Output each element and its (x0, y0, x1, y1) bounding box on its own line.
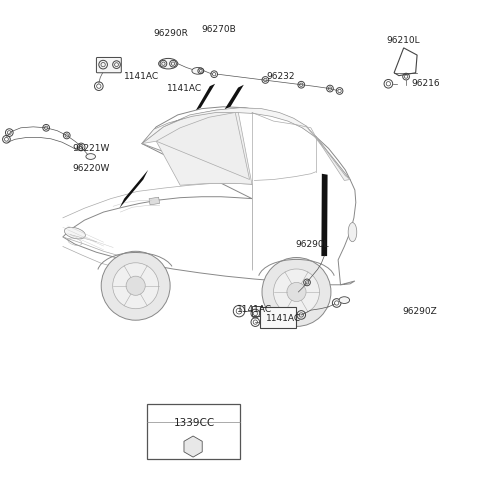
Text: 96216: 96216 (411, 79, 440, 88)
FancyBboxPatch shape (96, 58, 121, 73)
Text: 96220W: 96220W (72, 164, 110, 173)
Text: 96290Z: 96290Z (403, 307, 437, 316)
Circle shape (274, 269, 320, 315)
Text: 96270B: 96270B (201, 25, 236, 34)
Polygon shape (225, 85, 244, 109)
Polygon shape (156, 112, 250, 179)
Polygon shape (120, 170, 148, 208)
Circle shape (190, 443, 196, 450)
Circle shape (126, 276, 145, 295)
Text: 96290L: 96290L (295, 240, 329, 249)
Circle shape (101, 251, 170, 320)
Polygon shape (63, 107, 356, 285)
Polygon shape (149, 197, 159, 205)
Circle shape (113, 263, 158, 309)
Ellipse shape (86, 154, 96, 159)
Text: 1339CC: 1339CC (174, 419, 215, 428)
Text: 1141AC: 1141AC (168, 84, 203, 93)
Text: 96210L: 96210L (386, 36, 420, 45)
Polygon shape (322, 174, 327, 256)
Circle shape (287, 282, 306, 302)
Ellipse shape (348, 222, 357, 242)
Text: 96232: 96232 (266, 72, 295, 81)
Circle shape (262, 257, 331, 326)
Text: 1141AC: 1141AC (265, 314, 300, 323)
Ellipse shape (158, 58, 178, 69)
Polygon shape (184, 436, 202, 457)
Polygon shape (142, 107, 316, 143)
Ellipse shape (192, 68, 204, 74)
Polygon shape (316, 137, 350, 180)
Ellipse shape (64, 227, 85, 239)
Text: 96290R: 96290R (153, 29, 188, 38)
Text: 96221W: 96221W (72, 144, 110, 153)
FancyBboxPatch shape (147, 404, 240, 459)
Text: 1141AC: 1141AC (237, 305, 272, 314)
Polygon shape (142, 108, 252, 185)
Text: 1141AC: 1141AC (124, 72, 159, 81)
FancyBboxPatch shape (252, 306, 262, 316)
FancyBboxPatch shape (260, 307, 297, 328)
Polygon shape (196, 84, 215, 110)
Ellipse shape (339, 297, 349, 304)
